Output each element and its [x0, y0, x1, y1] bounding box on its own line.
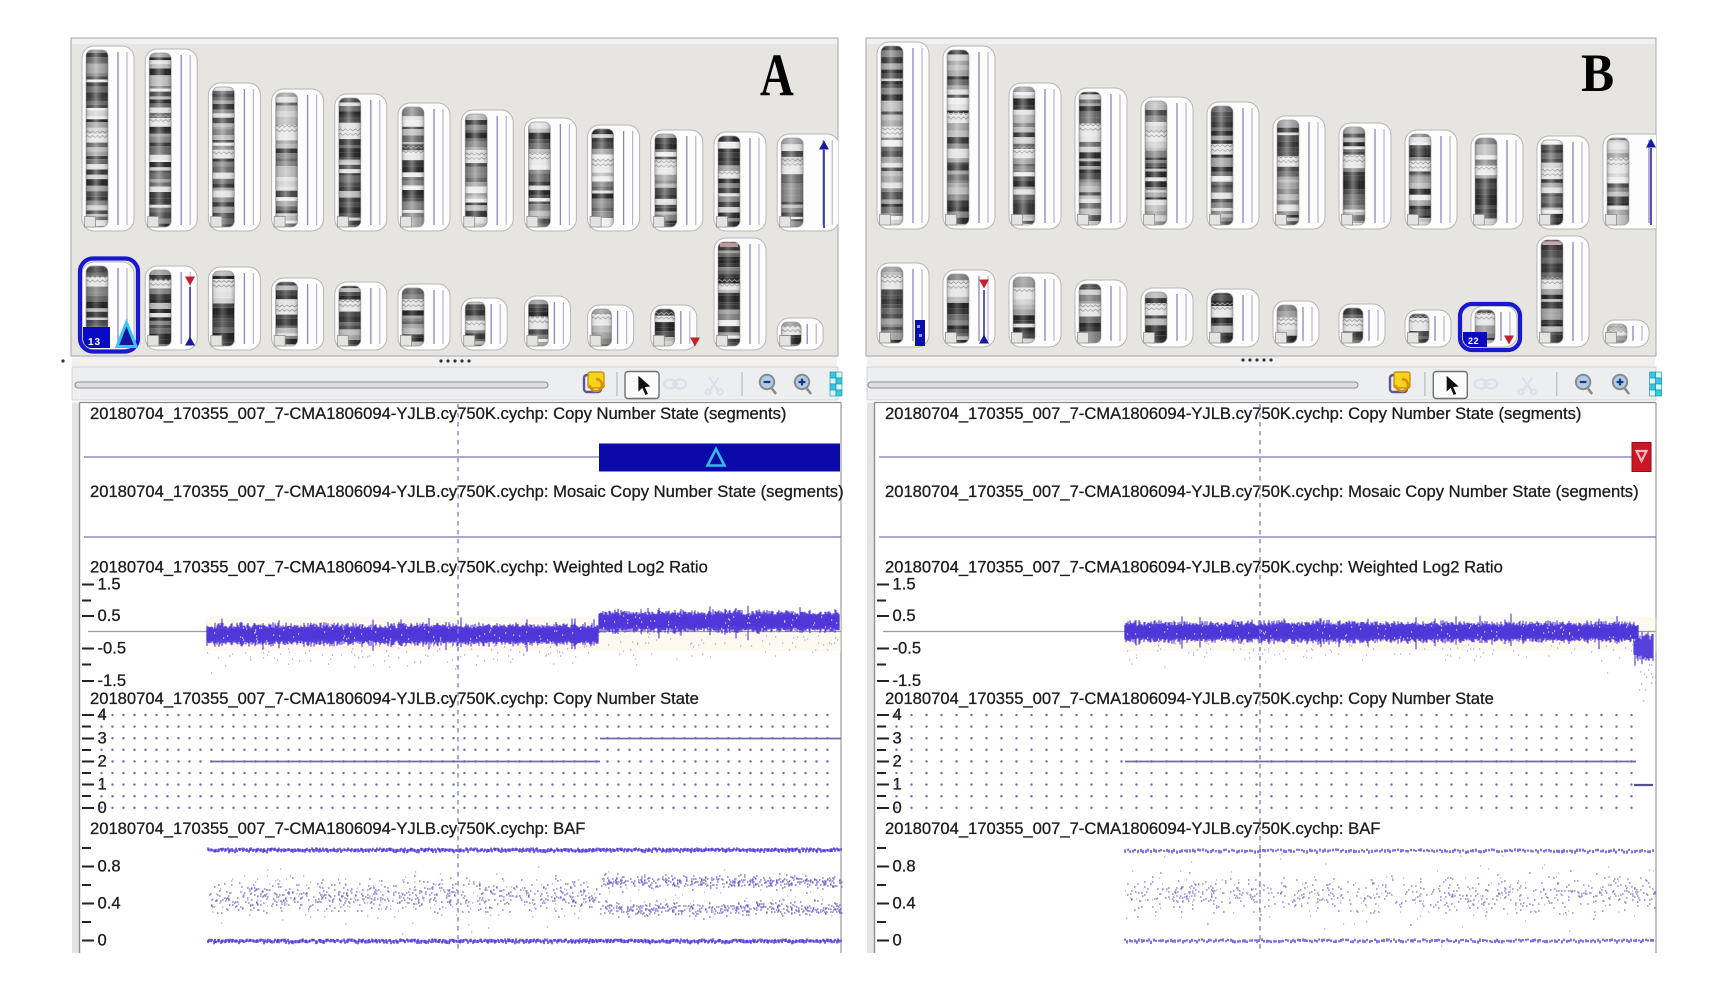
svg-text:1.5: 1.5 — [893, 575, 916, 594]
svg-text:20180704_170355_007_7-CMA18060: 20180704_170355_007_7-CMA1806094-YJLB.cy… — [90, 689, 699, 708]
svg-text:20180704_170355_007_7-CMA18060: 20180704_170355_007_7-CMA1806094-YJLB.cy… — [885, 482, 1639, 501]
svg-text:A: A — [760, 41, 794, 108]
svg-text:-1.5: -1.5 — [893, 671, 922, 690]
svg-text:B: B — [1581, 44, 1614, 103]
svg-text:0.5: 0.5 — [893, 606, 916, 625]
svg-text:20180704_170355_007_7-CMA18060: 20180704_170355_007_7-CMA1806094-YJLB.cy… — [90, 482, 844, 501]
svg-text:20180704_170355_007_7-CMA18060: 20180704_170355_007_7-CMA1806094-YJLB.cy… — [90, 558, 708, 577]
svg-text:20180704_170355_007_7-CMA18060: 20180704_170355_007_7-CMA1806094-YJLB.cy… — [90, 404, 786, 423]
svg-text:0.4: 0.4 — [893, 894, 916, 913]
svg-text:0.5: 0.5 — [98, 606, 121, 625]
svg-text:0.4: 0.4 — [98, 894, 121, 913]
svg-text:1.5: 1.5 — [98, 575, 121, 594]
svg-text:22: 22 — [1468, 336, 1479, 346]
svg-text:-1.5: -1.5 — [98, 671, 127, 690]
svg-text:-0.5: -0.5 — [98, 639, 127, 658]
svg-text:0.8: 0.8 — [893, 857, 916, 876]
svg-text:20180704_170355_007_7-CMA18060: 20180704_170355_007_7-CMA1806094-YJLB.cy… — [885, 404, 1581, 423]
svg-text:13: 13 — [88, 337, 101, 348]
svg-text:0: 0 — [893, 931, 902, 950]
svg-text:-0.5: -0.5 — [893, 639, 922, 658]
svg-text:20180704_170355_007_7-CMA18060: 20180704_170355_007_7-CMA1806094-YJLB.cy… — [885, 558, 1503, 577]
svg-text:20180704_170355_007_7-CMA18060: 20180704_170355_007_7-CMA1806094-YJLB.cy… — [885, 689, 1494, 708]
svg-text:20180704_170355_007_7-CMA18060: 20180704_170355_007_7-CMA1806094-YJLB.cy… — [90, 819, 585, 838]
svg-text:20180704_170355_007_7-CMA18060: 20180704_170355_007_7-CMA1806094-YJLB.cy… — [885, 819, 1380, 838]
svg-text:0.8: 0.8 — [98, 857, 121, 876]
svg-text:0: 0 — [98, 931, 107, 950]
